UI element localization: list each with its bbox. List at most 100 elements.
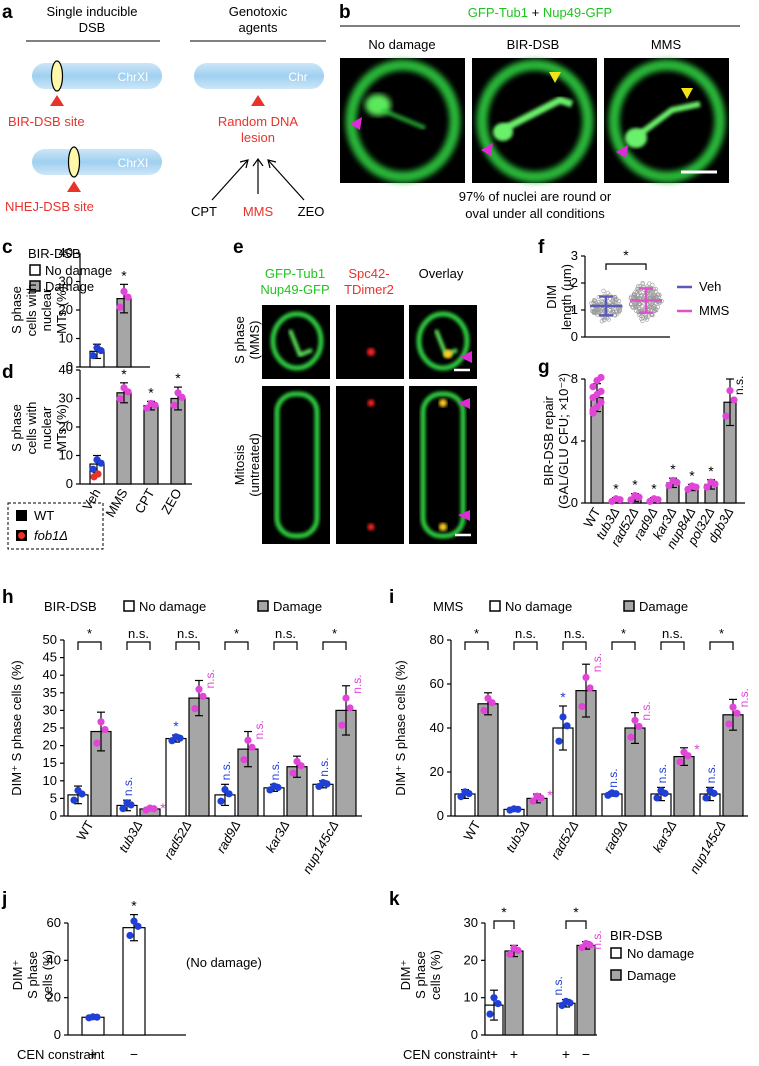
g-data-point bbox=[692, 483, 700, 491]
f-data-point bbox=[612, 295, 617, 300]
g-data-point bbox=[726, 387, 734, 395]
h-bar-no-damage bbox=[165, 737, 187, 817]
j-data-point bbox=[93, 1013, 101, 1021]
d-y-tick-label: 10 bbox=[59, 448, 73, 463]
i-y-tick-label: 40 bbox=[430, 720, 444, 735]
h-data-point-damage bbox=[101, 725, 109, 734]
b-cond-no-damage: No damage bbox=[368, 37, 435, 52]
e-img-s-red bbox=[336, 305, 404, 379]
d-y-axis-label: S phase bbox=[9, 404, 24, 452]
chr-label: Chr bbox=[288, 70, 307, 84]
i-x-tick-label: WT bbox=[460, 818, 483, 843]
g-data-point bbox=[597, 373, 605, 382]
h-y-tick-label: 20 bbox=[43, 738, 57, 753]
c-y-tick-label: 20 bbox=[59, 302, 73, 317]
h-data-point-damage bbox=[195, 685, 203, 693]
i-mark-no-damage: * bbox=[560, 689, 566, 705]
f-data-point bbox=[633, 304, 638, 310]
e-col-head-3: Overlay bbox=[419, 266, 464, 281]
f-data-point bbox=[638, 293, 643, 298]
g-data-point bbox=[635, 493, 643, 501]
legend-wt-swatch bbox=[16, 510, 27, 521]
legend-k-no-damage: No damage bbox=[627, 946, 694, 961]
g-data-point bbox=[665, 482, 673, 490]
h-bracket-mark: * bbox=[234, 626, 239, 641]
h-y-tick-label: 25 bbox=[43, 720, 57, 735]
legend-mms: MMS bbox=[699, 303, 730, 318]
spb-red bbox=[367, 399, 375, 407]
legend-no-damage-swatch bbox=[29, 264, 41, 276]
d-data-point bbox=[178, 393, 186, 401]
i-data-point-damage bbox=[631, 716, 639, 724]
a-right-title-1: Genotoxic bbox=[229, 4, 288, 19]
legend-c-title: BIR-DSB bbox=[28, 246, 81, 261]
h-data-point-damage bbox=[346, 704, 354, 712]
i-x-tick-label: kar3Δ bbox=[650, 818, 680, 855]
i-data-point-damage bbox=[729, 703, 737, 711]
g-significance: * bbox=[651, 481, 657, 497]
g-data-point bbox=[722, 412, 730, 420]
panel-label-e: e bbox=[233, 237, 244, 258]
h-data-point-no-damage bbox=[127, 801, 135, 809]
f-data-point bbox=[655, 304, 661, 310]
g-data-point bbox=[589, 383, 597, 391]
f-y-axis-label: length (μm) bbox=[559, 264, 574, 330]
g-significance: n.s. bbox=[732, 376, 746, 395]
k-data-point bbox=[586, 941, 594, 949]
h-bracket bbox=[273, 641, 298, 650]
h-x-tick-label: rad52Δ bbox=[161, 818, 195, 862]
h-data-point-damage bbox=[244, 736, 252, 744]
k-y-axis-label: S phase bbox=[413, 951, 428, 999]
g-y-axis-label: (GAL/GLU CFU; ×10⁻²) bbox=[556, 373, 571, 509]
f-data-point bbox=[592, 298, 597, 304]
c-y-tick-label: 30 bbox=[59, 274, 73, 289]
c-data-point bbox=[120, 287, 128, 296]
e-col-head-1a: GFP-Tub1 bbox=[265, 266, 325, 281]
g-data-point bbox=[703, 483, 711, 491]
f-data-point bbox=[610, 298, 615, 303]
k-data-point bbox=[490, 994, 498, 1002]
b-cond-bir-dsb: BIR-DSB bbox=[507, 37, 560, 52]
g-significance: * bbox=[613, 481, 619, 497]
i-data-point-damage bbox=[488, 699, 496, 707]
h-bar-no-damage bbox=[312, 783, 334, 817]
j-note: (No damage) bbox=[186, 955, 262, 970]
f-data-point bbox=[611, 310, 616, 315]
i-data-point-no-damage bbox=[661, 789, 669, 797]
legend-c-damage: Damage bbox=[45, 279, 94, 294]
agent-zeo: ZEO bbox=[298, 204, 325, 219]
f-data-point bbox=[644, 314, 649, 319]
panel-label-g: g bbox=[538, 357, 550, 378]
h-data-point-damage bbox=[191, 705, 199, 713]
i-data-point-no-damage bbox=[702, 794, 710, 802]
f-data-point bbox=[605, 290, 610, 296]
h-x-tick-label: tub3Δ bbox=[116, 818, 146, 855]
c-y-axis-label: MTs (%) bbox=[54, 286, 69, 334]
panel-label-d: d bbox=[2, 362, 14, 383]
e-col-head-2b: TDimer2 bbox=[344, 282, 394, 297]
d-significance: * bbox=[148, 384, 154, 400]
chr-xi-label-2: ChrXI bbox=[118, 156, 149, 170]
k-y-tick-label: 0 bbox=[471, 1027, 478, 1042]
d-x-tick-label: MMS bbox=[102, 486, 130, 520]
i-bracket bbox=[562, 641, 587, 650]
panel-label-i: i bbox=[389, 587, 394, 608]
e-row-head-2a: Mitosis bbox=[232, 444, 247, 485]
chromosome-xi-nhej bbox=[32, 149, 162, 175]
legend-h-no-damage: No damage bbox=[139, 599, 206, 614]
h-bracket-mark: * bbox=[87, 626, 92, 641]
g-data-point bbox=[589, 406, 597, 414]
panel-label-c: c bbox=[2, 237, 13, 258]
d-data-point bbox=[116, 395, 124, 403]
panel-label-j: j bbox=[1, 889, 7, 910]
i-data-point-no-damage bbox=[555, 737, 563, 745]
i-bracket bbox=[660, 641, 685, 650]
bir-dsb-cut-site bbox=[50, 60, 64, 92]
micrograph-bir-dsb bbox=[472, 58, 597, 183]
h-bracket bbox=[322, 641, 347, 650]
f-data-point bbox=[647, 307, 652, 312]
random-lesion-1: Random DNA bbox=[218, 114, 299, 129]
i-x-tick-label: nup145cΔ bbox=[686, 818, 728, 876]
i-title: MMS bbox=[433, 599, 464, 614]
h-mark-no-damage: n.s. bbox=[219, 761, 233, 780]
